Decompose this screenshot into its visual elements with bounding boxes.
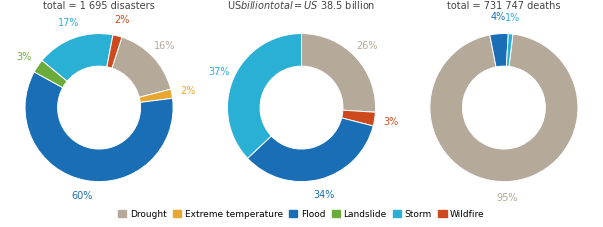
Wedge shape xyxy=(490,34,508,67)
Text: 1%: 1% xyxy=(505,13,520,23)
Wedge shape xyxy=(227,34,302,158)
Wedge shape xyxy=(139,89,172,102)
Wedge shape xyxy=(107,35,122,68)
Wedge shape xyxy=(302,34,376,112)
Text: 34%: 34% xyxy=(314,190,335,200)
Text: 16%: 16% xyxy=(154,41,175,51)
Text: 26%: 26% xyxy=(356,41,378,51)
Text: 60%: 60% xyxy=(72,191,93,201)
Text: 2%: 2% xyxy=(114,15,129,25)
Text: 17%: 17% xyxy=(58,18,79,28)
Text: 37%: 37% xyxy=(208,67,229,77)
Text: 95%: 95% xyxy=(496,193,518,203)
Legend: Drought, Extreme temperature, Flood, Landslide, Storm, Wildfire: Drought, Extreme temperature, Flood, Lan… xyxy=(115,206,488,222)
Wedge shape xyxy=(25,72,173,182)
Wedge shape xyxy=(248,118,373,182)
Wedge shape xyxy=(34,60,67,88)
Wedge shape xyxy=(112,37,171,97)
Wedge shape xyxy=(42,34,113,81)
Wedge shape xyxy=(507,34,513,67)
Title: (a) Number of reported disasters
total = 1 695 disasters: (a) Number of reported disasters total =… xyxy=(19,0,180,12)
Wedge shape xyxy=(342,110,376,126)
Wedge shape xyxy=(430,34,578,182)
Title: (c) Number of reported deaths
total = 731 747 deaths: (c) Number of reported deaths total = 73… xyxy=(429,0,579,12)
Text: 3%: 3% xyxy=(17,52,32,62)
Title: (b) Reported economic losses in
US$ billion total = US$ 38.5 billion: (b) Reported economic losses in US$ bill… xyxy=(223,0,380,12)
Text: 3%: 3% xyxy=(383,117,399,127)
Text: 2%: 2% xyxy=(180,86,195,96)
Text: 4%: 4% xyxy=(490,12,505,22)
